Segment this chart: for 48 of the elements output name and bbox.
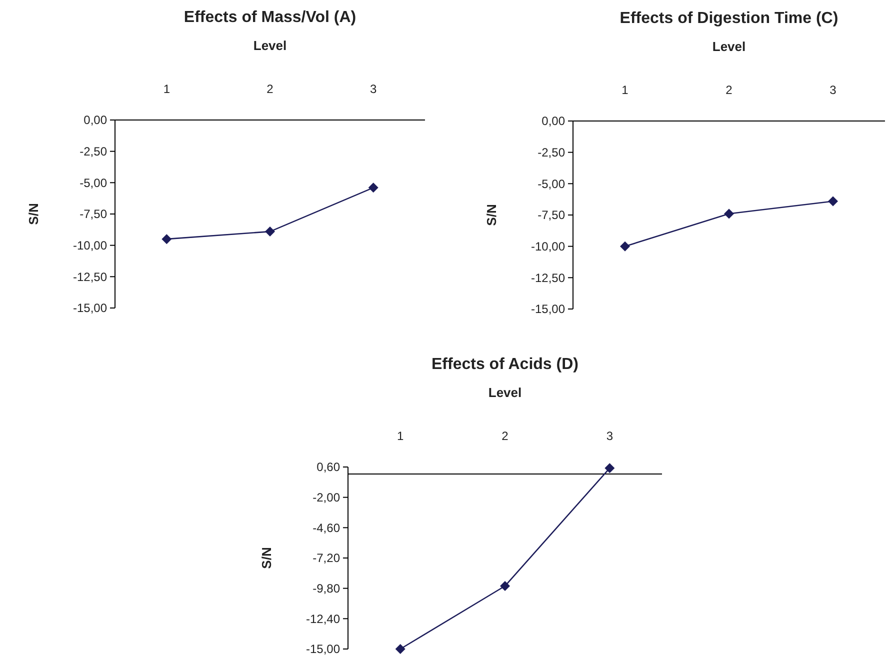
x-axis-title: Level xyxy=(253,38,287,53)
x-tick-label: 3 xyxy=(370,82,377,96)
y-axis-title: S/N xyxy=(26,203,41,225)
x-tick-label: 1 xyxy=(622,83,629,97)
x-tick-label: 1 xyxy=(163,82,170,96)
y-tick-label: -15,00 xyxy=(306,642,340,656)
point xyxy=(500,581,510,591)
y-tick-label: -7,50 xyxy=(538,208,566,222)
x-tick-label: 3 xyxy=(830,83,837,97)
y-tick-label: -12,40 xyxy=(306,612,340,626)
point xyxy=(724,208,734,219)
chart-title: Effects of Digestion Time (C) xyxy=(620,10,838,27)
y-tick-label: -4,60 xyxy=(312,520,340,535)
y-tick-label: -10,00 xyxy=(72,238,108,253)
x-axis-title: Level xyxy=(488,385,522,400)
y-tick-label: -2,50 xyxy=(538,146,566,160)
x-tick-label: 2 xyxy=(726,83,733,97)
x-tick-label: 2 xyxy=(502,429,509,443)
x-tick-label: 3 xyxy=(606,429,614,443)
y-tick-label: 0,00 xyxy=(542,114,566,128)
y-tick-label: -10,00 xyxy=(530,240,566,254)
chart-title: Effects of Mass/Vol (A) xyxy=(184,9,356,26)
y-tick-label: 0,00 xyxy=(84,113,108,128)
chart-title: Effects of Acids (D) xyxy=(432,356,578,373)
y-tick-label: -9,80 xyxy=(312,582,340,596)
point xyxy=(604,463,615,474)
y-tick-label: -15,00 xyxy=(530,302,566,316)
y-tick-label: -7,20 xyxy=(312,551,340,566)
y-tick-label: -5,00 xyxy=(80,176,108,190)
x-tick-label: 2 xyxy=(266,82,274,96)
point xyxy=(368,182,378,193)
y-tick-label: -2,50 xyxy=(80,144,108,159)
y-tick-label: -2,00 xyxy=(312,490,340,505)
point xyxy=(620,241,630,252)
y-axis-title: S/N xyxy=(259,547,274,569)
point xyxy=(395,644,406,654)
y-tick-label: -5,00 xyxy=(538,176,566,191)
y-tick-label: -15,00 xyxy=(72,301,108,316)
y-tick-label: -12,50 xyxy=(72,270,108,284)
x-tick-label: 1 xyxy=(396,429,404,443)
y-tick-label: -12,50 xyxy=(530,270,566,285)
y-tick-label: -7,50 xyxy=(80,207,108,222)
point xyxy=(828,196,838,206)
x-axis-title: Level xyxy=(712,39,746,54)
point xyxy=(162,234,172,244)
y-axis-title: S/N xyxy=(484,204,499,226)
point xyxy=(265,226,275,237)
y-tick-label: 0,60 xyxy=(316,460,340,474)
